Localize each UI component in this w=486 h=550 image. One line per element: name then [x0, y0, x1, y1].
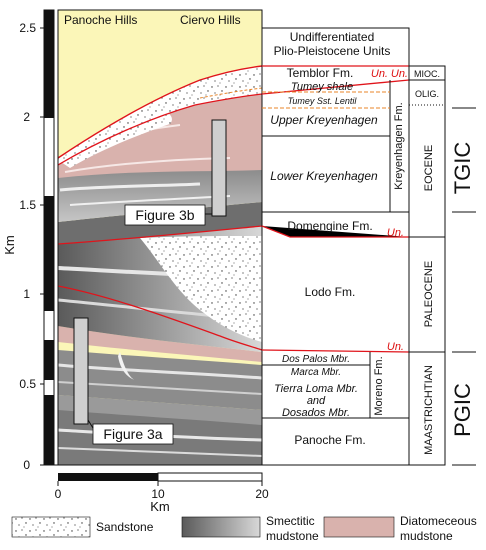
y-tick-4: 2: [23, 110, 30, 124]
epoch-oligocene: OLIG.: [415, 89, 439, 99]
legend-sandstone: Sandstone: [96, 520, 154, 534]
x-tick-0: 0: [55, 487, 62, 501]
legend: Sandstone Smectitic mudstone Diatomeceou…: [11, 514, 477, 543]
figure-3a-box: [73, 317, 89, 425]
figure-3b-box: [211, 119, 227, 217]
unit-tumey-sst: Tumey Sst. Lentil: [288, 96, 358, 106]
x-axis-label: Km: [150, 499, 170, 514]
y-tick-1: 0.5: [19, 377, 36, 391]
unconformity-label-4: Un.: [387, 341, 404, 353]
x-tick-1: 10: [151, 487, 165, 501]
y-axis: 0 0.5 1 1.5 2 2.5 Km: [2, 21, 58, 472]
legend-swatch-diatomaceous: [323, 516, 395, 538]
legend-diatomaceous-line2: mudstone: [400, 529, 453, 543]
unit-lower-kreyenhagen: Lower Kreyenhagen: [270, 169, 378, 183]
x-axis: 0 10 20 Km: [55, 472, 269, 514]
y-axis-label: Km: [2, 235, 17, 255]
unit-tumey-shale: Tumey shale: [291, 81, 353, 93]
figure-3b-label: Figure 3b: [135, 207, 194, 223]
unit-temblor: Temblor Fm.: [287, 66, 354, 80]
unit-dosados: Dosados Mbr.: [282, 407, 350, 419]
scale-bar-vertical: [43, 9, 55, 466]
unit-tierra-loma: Tierra Loma Mbr.: [274, 383, 358, 395]
epoch-eocene: EOCENE: [423, 145, 435, 191]
epoch-miocene: MIOC.: [414, 69, 440, 79]
figure-3a-label: Figure 3a: [103, 426, 162, 442]
tectonic-tgic: TGIC: [450, 142, 475, 195]
unconformity-label-3: Un.: [387, 227, 404, 239]
y-tick-2: 1: [23, 287, 30, 301]
legend-smectitic-line1: Smectitic: [266, 514, 315, 528]
unit-lodo: Lodo Fm.: [305, 285, 356, 299]
y-tick-0: 0: [23, 458, 30, 472]
unit-upper-kreyenhagen: Upper Kreyenhagen: [270, 113, 378, 127]
epoch-column: [408, 65, 446, 466]
unit-marca: Marca Mbr.: [291, 367, 341, 378]
epoch-maastrichtian: MAASTRICHTIAN: [423, 365, 435, 455]
unit-domengine: Domengine Fm.: [287, 219, 372, 233]
unit-dos-palos: Dos Palos Mbr.: [282, 354, 350, 365]
legend-diatomaceous-line1: Diatomeceous: [400, 514, 477, 528]
tectonic-pgic: PGIC: [450, 383, 475, 437]
formation-kreyenhagen: Kreyenhagen Fm.: [393, 102, 405, 189]
unit-plio-pleistocene-line1: Undifferentiated: [290, 30, 375, 44]
epoch-paleocene: PALEOCENE: [423, 261, 435, 327]
y-tick-5: 2.5: [19, 21, 36, 35]
legend-swatch-sandstone: [11, 516, 91, 538]
strat-column: [261, 27, 410, 466]
y-tick-3: 1.5: [19, 198, 36, 212]
cross-section: [58, 10, 262, 465]
legend-swatch-smectitic: [181, 516, 261, 538]
unit-panoche: Panoche Fm.: [294, 433, 365, 447]
formation-moreno: Moreno Fm.: [373, 356, 385, 415]
unconformity-label-1: Un.: [371, 68, 388, 80]
location-ciervo-hills: Ciervo Hills: [180, 13, 241, 27]
x-tick-2: 20: [255, 487, 269, 501]
location-panoche-hills: Panoche Hills: [64, 13, 137, 27]
legend-smectitic-line2: mudstone: [266, 529, 319, 543]
unit-and: and: [307, 395, 326, 407]
unit-plio-pleistocene-line2: Plio-Pleistocene Units: [274, 44, 391, 58]
unconformity-label-2: Un.: [391, 68, 408, 80]
